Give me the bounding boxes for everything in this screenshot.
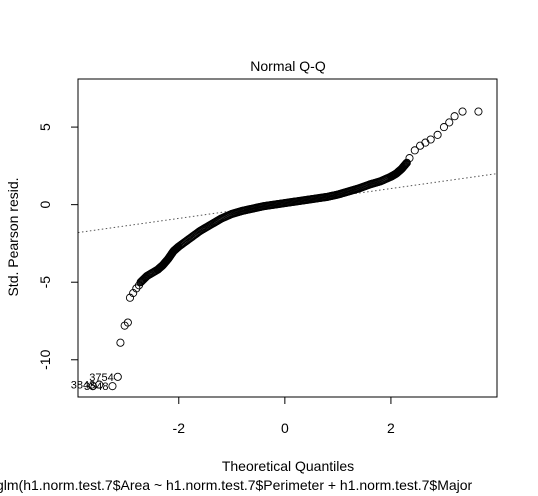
data-point: [116, 338, 125, 347]
model-caption: glm(h1.norm.test.7$Area ~ h1.norm.test.7…: [0, 477, 473, 493]
data-point: [458, 107, 467, 116]
x-tick-label: -2: [173, 420, 186, 436]
x-axis-label: Theoretical Quantiles: [222, 458, 354, 474]
data-point: [474, 107, 483, 116]
point-label: 3548: [84, 381, 108, 393]
y-tick-label: -10: [37, 349, 53, 369]
data-point: [433, 130, 442, 139]
data-point: [445, 118, 454, 127]
data-point: [113, 372, 122, 381]
qq-reference-line: [77, 173, 498, 234]
data-point: [439, 123, 449, 132]
points-layer: [88, 107, 483, 391]
plot-box: [77, 78, 498, 398]
data-point: [421, 138, 430, 147]
data-point: [402, 158, 411, 167]
data-point: [401, 159, 410, 169]
x-tick-label: 0: [281, 420, 289, 436]
y-axis-label: Std. Pearson resid.: [5, 177, 21, 296]
data-point: [405, 154, 414, 163]
data-point: [416, 141, 425, 150]
data-point: [450, 112, 459, 121]
point-label: 3843: [71, 380, 95, 392]
data-point: [426, 135, 435, 144]
data-point: [400, 161, 409, 170]
data-point: [123, 318, 132, 327]
y-tick-label: -5: [37, 276, 53, 289]
reference-line-layer: [77, 173, 498, 234]
data-point: [108, 382, 117, 391]
data-point: [134, 281, 144, 290]
point-label: 3754: [89, 372, 113, 384]
y-tick-label: 5: [37, 123, 53, 131]
data-point: [95, 380, 104, 389]
y-tick-label: 0: [37, 201, 53, 209]
x-tick-label: 2: [387, 420, 395, 436]
chart-title: Normal Q-Q: [250, 58, 326, 74]
data-point: [88, 382, 97, 391]
data-point: [410, 146, 419, 155]
data-point: [401, 160, 410, 169]
